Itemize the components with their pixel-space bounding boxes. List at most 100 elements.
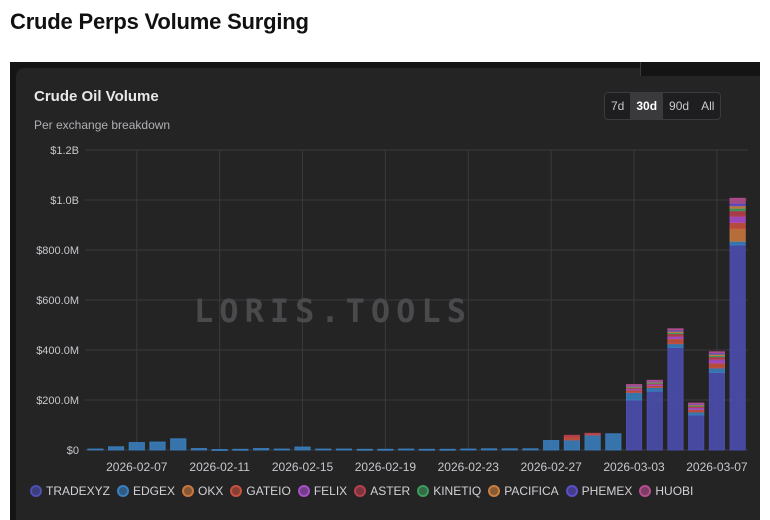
bar-segment-huobi[interactable] (688, 402, 705, 405)
bar-segment-edgex[interactable] (460, 448, 477, 451)
legend-item-gateio[interactable]: GATEIO (230, 484, 291, 498)
bar-segment-edgex[interactable] (170, 438, 187, 451)
bar-segment-edgex[interactable] (522, 448, 539, 451)
bar-segment-edgex[interactable] (563, 439, 580, 451)
bar-segment-edgex[interactable] (625, 392, 643, 401)
bar-segment-edgex[interactable] (149, 441, 166, 451)
bar-segment-huobi[interactable] (708, 351, 725, 354)
bar-segment-edgex[interactable] (128, 442, 145, 451)
bar-segment-edgex[interactable] (543, 440, 560, 451)
bar-segment-aster[interactable] (729, 210, 746, 217)
bar-segment-gateio[interactable] (708, 362, 725, 369)
bar-segment-edgex[interactable] (667, 343, 684, 348)
legend-label: FELIX (313, 484, 348, 498)
y-tick-label: $1.0B (50, 195, 79, 207)
range-tab-7d[interactable]: 7d (611, 99, 625, 113)
x-tick-label: 2026-02-11 (189, 460, 250, 474)
bar-segment-huobi[interactable] (646, 379, 663, 382)
legend-label: ASTER (370, 484, 411, 498)
chart-subtitle: Per exchange breakdown (34, 118, 171, 132)
time-range-tabs: 7d 30d 90d All (604, 92, 722, 120)
bar-segment-gateio[interactable] (667, 338, 684, 345)
legend-label: EDGEX (133, 484, 176, 498)
range-tab-all[interactable]: All (701, 99, 715, 113)
legend-swatch (30, 485, 42, 497)
legend-item-phemex[interactable]: PHEMEX (565, 484, 633, 498)
bar-segment-edgex[interactable] (729, 240, 746, 246)
bar-segment-edgex[interactable] (646, 387, 663, 392)
bar-segment-edgex[interactable] (439, 448, 456, 451)
bar-segment-gateio[interactable] (563, 436, 580, 441)
legend-label: PHEMEX (581, 484, 633, 498)
bar-segment-edgex[interactable] (273, 448, 290, 451)
y-tick-label: $1.2B (50, 145, 79, 157)
bar-segment-tradexyz[interactable] (625, 399, 643, 451)
legend-swatch (565, 485, 578, 497)
bar-segment-edgex[interactable] (356, 448, 373, 451)
bar-segment-edgex[interactable] (480, 448, 498, 451)
bar-segment-edgex[interactable] (87, 448, 104, 451)
bar-segment-edgex[interactable] (211, 449, 228, 451)
legend-item-okx[interactable]: OKX (182, 484, 223, 498)
bar-segment-edgex[interactable] (190, 448, 208, 451)
legend-swatch (488, 485, 501, 497)
bar-segment-huobi[interactable] (667, 328, 684, 331)
legend-item-edgex[interactable]: EDGEX (117, 484, 175, 498)
bar-segment-aster[interactable] (584, 432, 601, 435)
bar-segment-edgex[interactable] (688, 411, 705, 416)
bar-segment-tradexyz[interactable] (688, 414, 705, 451)
bar-segment-tradexyz[interactable] (729, 244, 746, 451)
watermark: LORIS.TOOLS (194, 292, 472, 330)
legend-item-aster[interactable]: ASTER (354, 484, 410, 498)
page-title: Crude Perps Volume Surging (10, 9, 309, 34)
legend-swatch (417, 485, 430, 497)
legend-label: TRADEXYZ (46, 484, 111, 498)
bar-segment-tradexyz[interactable] (667, 347, 684, 451)
bar-segment-edgex[interactable] (584, 434, 601, 451)
bar-segment-edgex[interactable] (398, 448, 415, 451)
bar-segment-okx[interactable] (729, 228, 746, 242)
legend-swatch (639, 485, 652, 497)
legend-item-pacifica[interactable]: PACIFICA (488, 484, 559, 498)
legend-item-felix[interactable]: FELIX (297, 484, 348, 498)
bar-segment-edgex[interactable] (315, 448, 332, 451)
y-tick-label: $200.0M (36, 395, 79, 407)
bar-segment-gateio[interactable] (729, 222, 746, 230)
x-tick-label: 2026-02-27 (520, 460, 582, 474)
legend-label: KINETIQ (433, 484, 482, 498)
x-tick-label: 2026-02-23 (438, 460, 500, 474)
y-tick-label: $800.0M (36, 245, 79, 257)
x-tick-label: 2026-02-15 (272, 460, 334, 474)
bar-segment-edgex[interactable] (232, 448, 249, 451)
bar-segment-edgex[interactable] (335, 448, 353, 451)
x-tick-label: 2026-02-07 (106, 460, 168, 474)
bar-segment-felix[interactable] (729, 215, 746, 223)
bar-segment-tradexyz[interactable] (646, 390, 663, 451)
legend-item-tradexyz[interactable]: TRADEXYZ (30, 484, 110, 498)
bar-segment-edgex[interactable] (708, 367, 725, 373)
bar-segment-tradexyz[interactable] (708, 372, 725, 451)
bar-segment-edgex[interactable] (501, 448, 518, 451)
bar-segment-edgex[interactable] (418, 448, 435, 451)
x-tick-label: 2026-03-07 (686, 460, 748, 474)
bar-segment-huobi[interactable] (729, 197, 746, 204)
legend-item-huobi[interactable]: HUOBI (639, 484, 693, 498)
bar-segment-aster[interactable] (563, 434, 580, 438)
bar-segment-huobi[interactable] (625, 384, 643, 386)
bar-segment-felix[interactable] (708, 358, 725, 364)
legend-swatch (117, 485, 130, 497)
legend-label: HUOBI (655, 484, 694, 498)
y-tick-label: $0 (67, 445, 79, 457)
legend-swatch (354, 485, 367, 497)
legend-item-kinetiq[interactable]: KINETIQ (417, 484, 481, 498)
bar-segment-edgex[interactable] (253, 448, 270, 451)
bar-segment-edgex[interactable] (605, 433, 622, 451)
range-tab-30d[interactable]: 30d (630, 93, 664, 119)
panel-top-strip (640, 62, 760, 76)
legend-swatch (182, 485, 195, 497)
bar-segment-edgex[interactable] (377, 448, 394, 451)
bar-segment-edgex[interactable] (108, 446, 125, 451)
bar-segment-edgex[interactable] (294, 446, 311, 451)
legend-swatch (230, 485, 243, 497)
range-tab-90d[interactable]: 90d (669, 99, 690, 113)
